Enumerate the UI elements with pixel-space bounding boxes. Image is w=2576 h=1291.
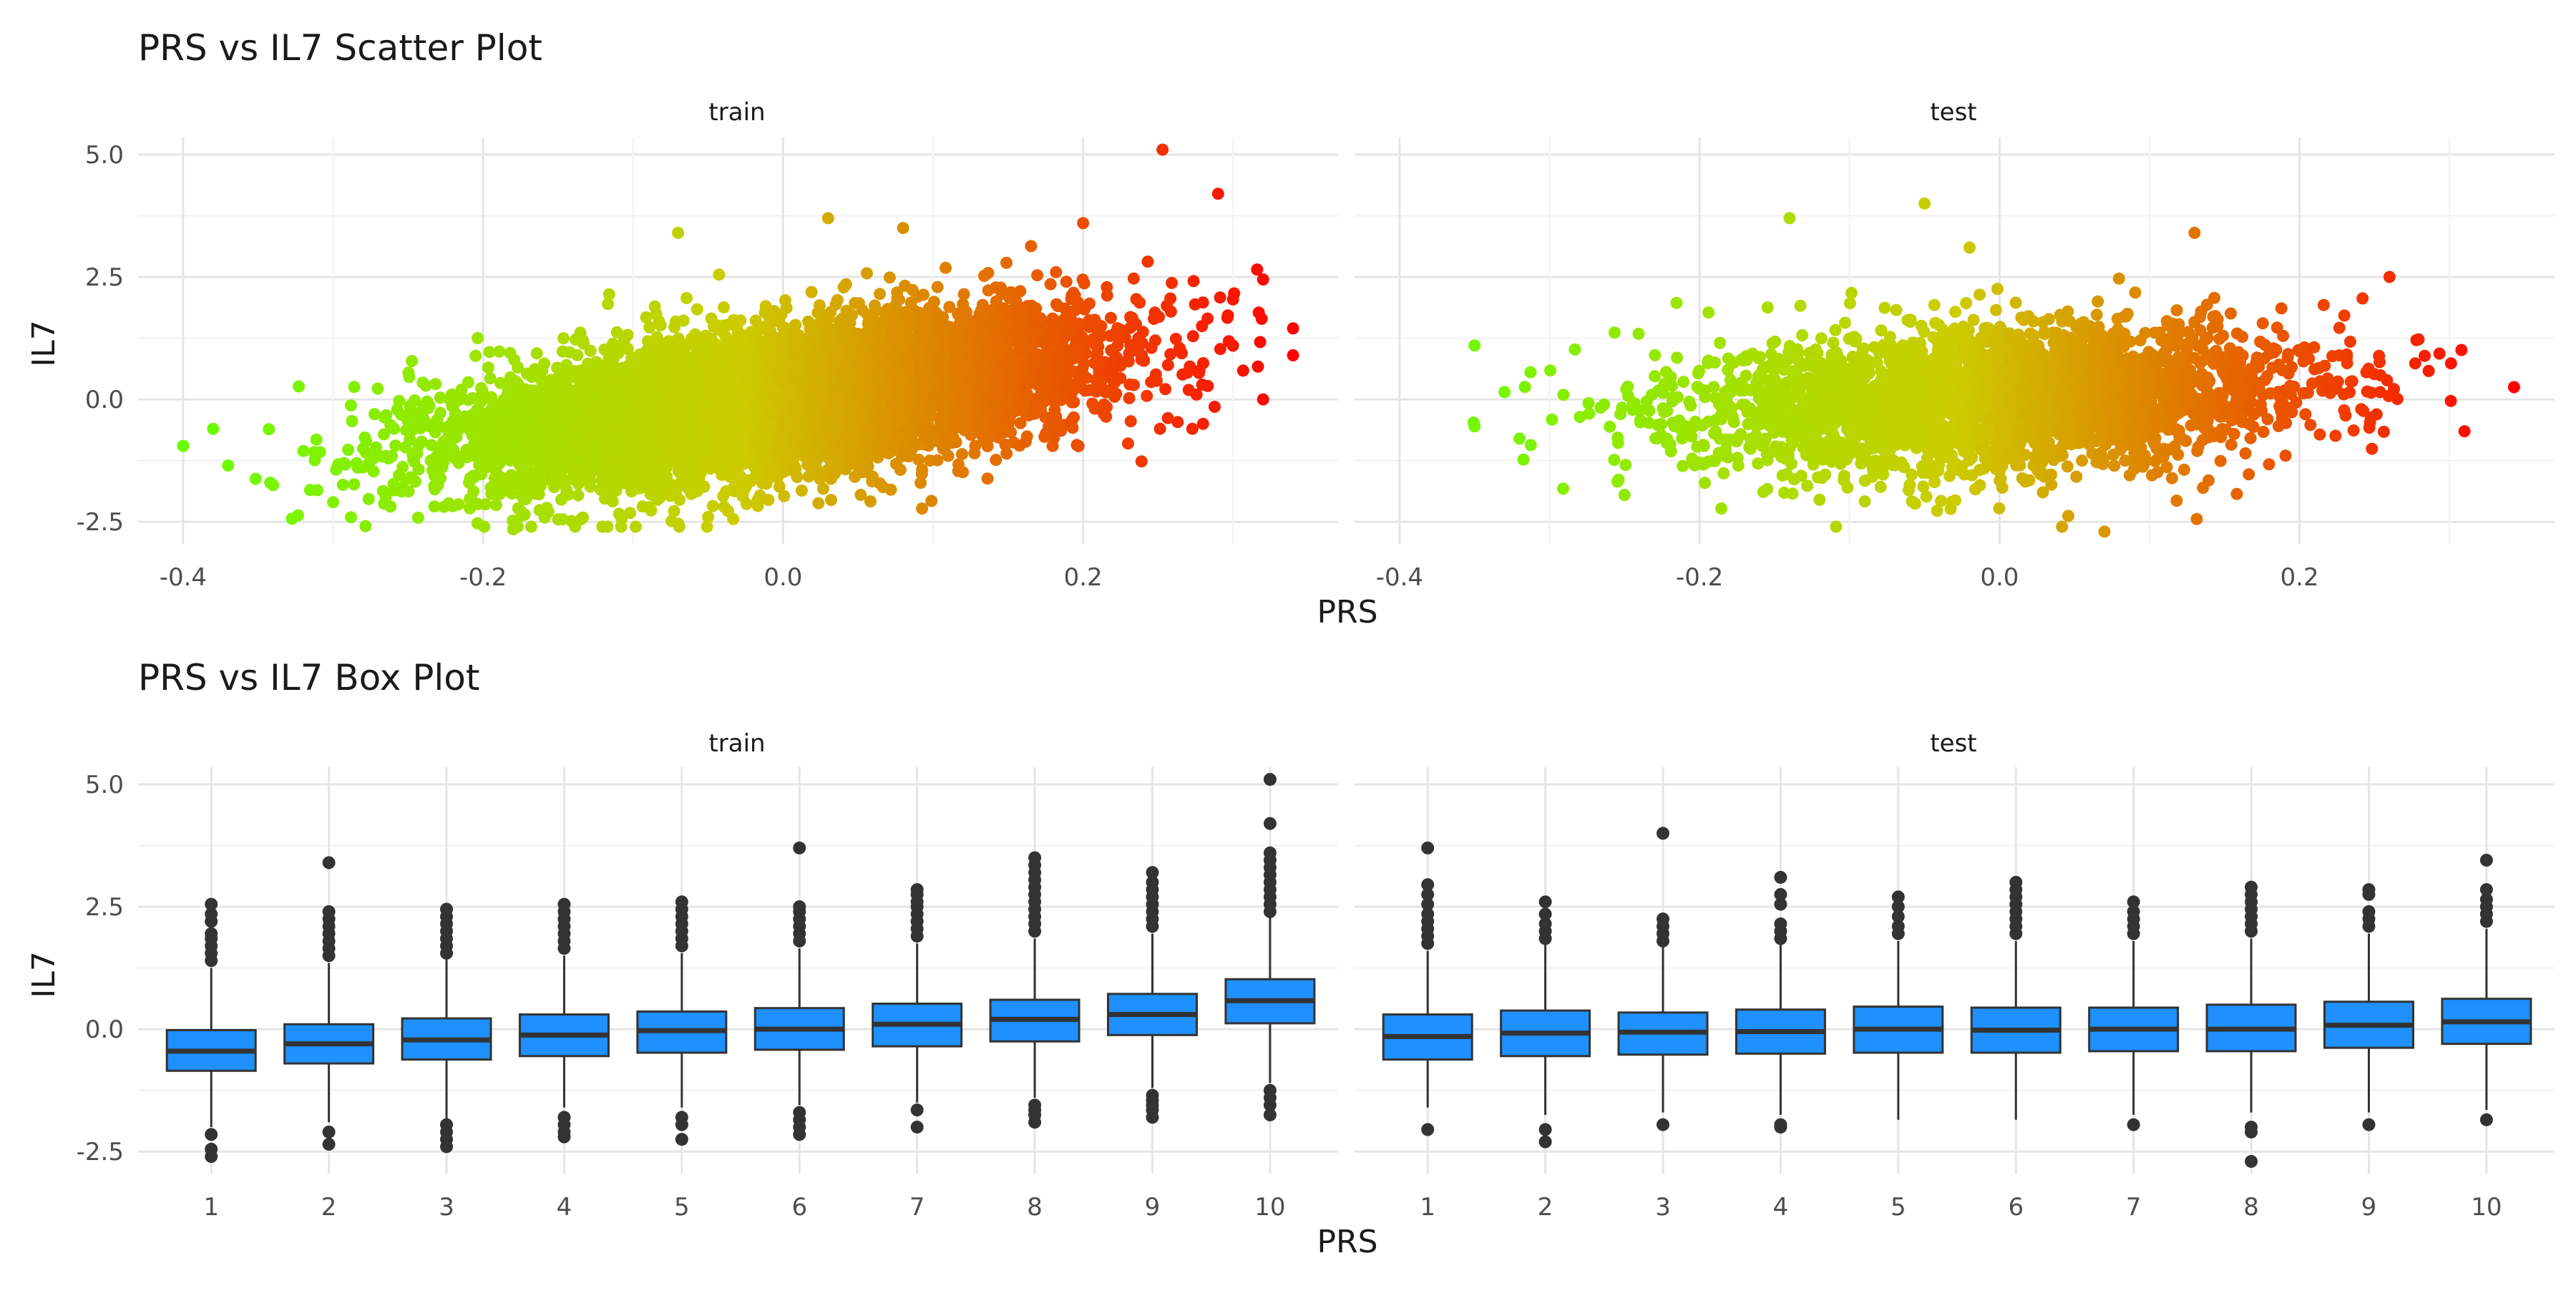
scatter-point [990, 454, 1002, 466]
scatter-point [917, 288, 930, 301]
scatter-point [1201, 380, 1214, 392]
scatter-title: PRS vs IL7 Scatter Plot [138, 27, 542, 69]
scatter-point [298, 445, 310, 457]
scatter-point [752, 500, 764, 512]
scatter-point [691, 303, 703, 316]
scatter-point [670, 316, 682, 328]
scatter-train-points [177, 144, 1299, 535]
scatter-point [368, 465, 380, 477]
scatter-point [371, 383, 384, 395]
scatter-point [572, 489, 585, 502]
scatter-point [825, 494, 837, 506]
scatter-point [982, 472, 994, 484]
scatter-point [348, 381, 361, 393]
scatter-point [1237, 364, 1249, 376]
scatter-point [916, 502, 928, 515]
scatter-point [1028, 408, 1040, 420]
scatter-point [1021, 430, 1033, 442]
scatter-point [429, 378, 441, 390]
scatter-point [412, 512, 424, 524]
scatter-point [478, 521, 490, 533]
scatter-point [1154, 423, 1166, 435]
scatter-point [1191, 389, 1203, 401]
scatter-point [304, 484, 316, 496]
scatter-point [1223, 335, 1235, 347]
scatter-point [263, 423, 275, 435]
scatter-point [1227, 293, 1239, 306]
scatter-point [396, 482, 409, 494]
scatter-point [1025, 240, 1037, 252]
scatter-point [1209, 401, 1221, 413]
scatter-point [838, 281, 850, 293]
scatter-point [1197, 296, 1209, 308]
scatter-point [1214, 291, 1226, 303]
scatter-point [1078, 277, 1091, 289]
scatter-point [1153, 311, 1165, 323]
scatter-point [1031, 269, 1043, 281]
scatter-point [1159, 383, 1171, 395]
scatter-facet-label-train: train [708, 98, 765, 127]
scatter-point [384, 500, 396, 512]
scatter-point [1141, 390, 1153, 402]
scatter-point [1136, 455, 1148, 467]
scatter-point [369, 408, 381, 420]
scatter-point [1000, 257, 1013, 269]
scatter-point [854, 489, 867, 501]
scatter-point [1105, 312, 1117, 324]
scatter-point [393, 395, 405, 407]
scatter-point [812, 497, 824, 510]
scatter-point [472, 332, 484, 344]
scatter-point [557, 346, 569, 358]
scatter-point [713, 323, 725, 336]
scatter-point [1105, 344, 1117, 356]
scatter-point [1137, 326, 1149, 338]
scatter-point [750, 315, 762, 327]
scatter-point [1166, 277, 1178, 289]
scatter-point [1060, 276, 1073, 288]
scatter-point [861, 267, 873, 279]
scatter-point [504, 347, 517, 359]
scatter-point [345, 399, 357, 411]
scatter-point [359, 520, 371, 532]
scatter-point [942, 450, 955, 462]
scatter-point [482, 361, 494, 374]
scatter-point [822, 313, 834, 325]
scatter-point [1162, 359, 1174, 371]
scatter-point [907, 284, 919, 296]
scatter-facet-label-test: test [1930, 98, 1976, 127]
scatter-point [1047, 440, 1059, 452]
scatter-point [403, 371, 415, 383]
scatter-point [525, 521, 537, 533]
scatter-point [1078, 358, 1090, 370]
scatter-point [469, 350, 482, 362]
scatter-point [1142, 255, 1154, 268]
scatter-point [342, 444, 354, 456]
scatter-point [250, 473, 262, 485]
scatter-point [774, 481, 786, 493]
scatter-point [1050, 266, 1062, 278]
scatter-point [293, 381, 305, 393]
scatter-point [571, 349, 583, 361]
scatter-point [363, 493, 375, 505]
